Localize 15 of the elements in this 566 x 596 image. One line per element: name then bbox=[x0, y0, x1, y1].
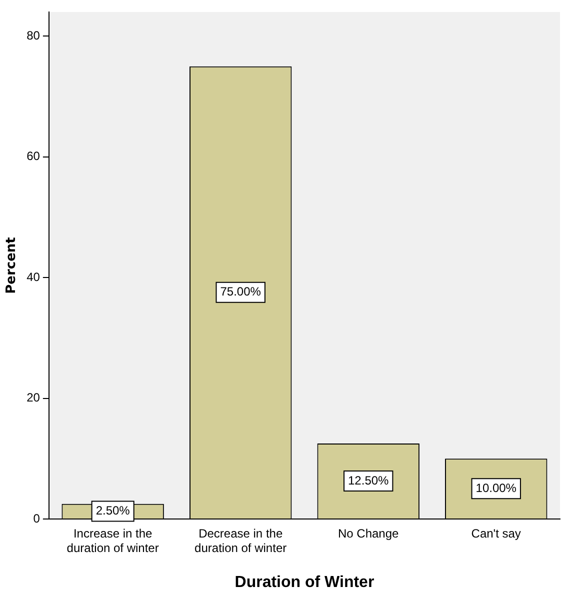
y-axis-title: Percent bbox=[4, 237, 20, 294]
x-axis-title: Duration of Winter bbox=[234, 574, 374, 591]
x-tick-label: Decrease in the duration of winter bbox=[194, 526, 287, 555]
data-label: 10.00% bbox=[476, 480, 517, 495]
x-tick-label: Increase in the duration of winter bbox=[66, 526, 159, 555]
data-label: 2.50% bbox=[96, 504, 130, 518]
data-label: 12.50% bbox=[348, 473, 390, 488]
x-tick-label: No Change bbox=[338, 526, 400, 541]
y-tick-label: 80 bbox=[26, 28, 40, 42]
y-tick-label: 0 bbox=[33, 511, 40, 526]
y-tick-label: 60 bbox=[26, 149, 40, 164]
y-tick-label: 20 bbox=[26, 390, 40, 405]
data-label: 75.00% bbox=[220, 284, 262, 299]
x-tick-label: Can't say bbox=[471, 526, 521, 541]
y-tick-label: 40 bbox=[26, 270, 40, 284]
